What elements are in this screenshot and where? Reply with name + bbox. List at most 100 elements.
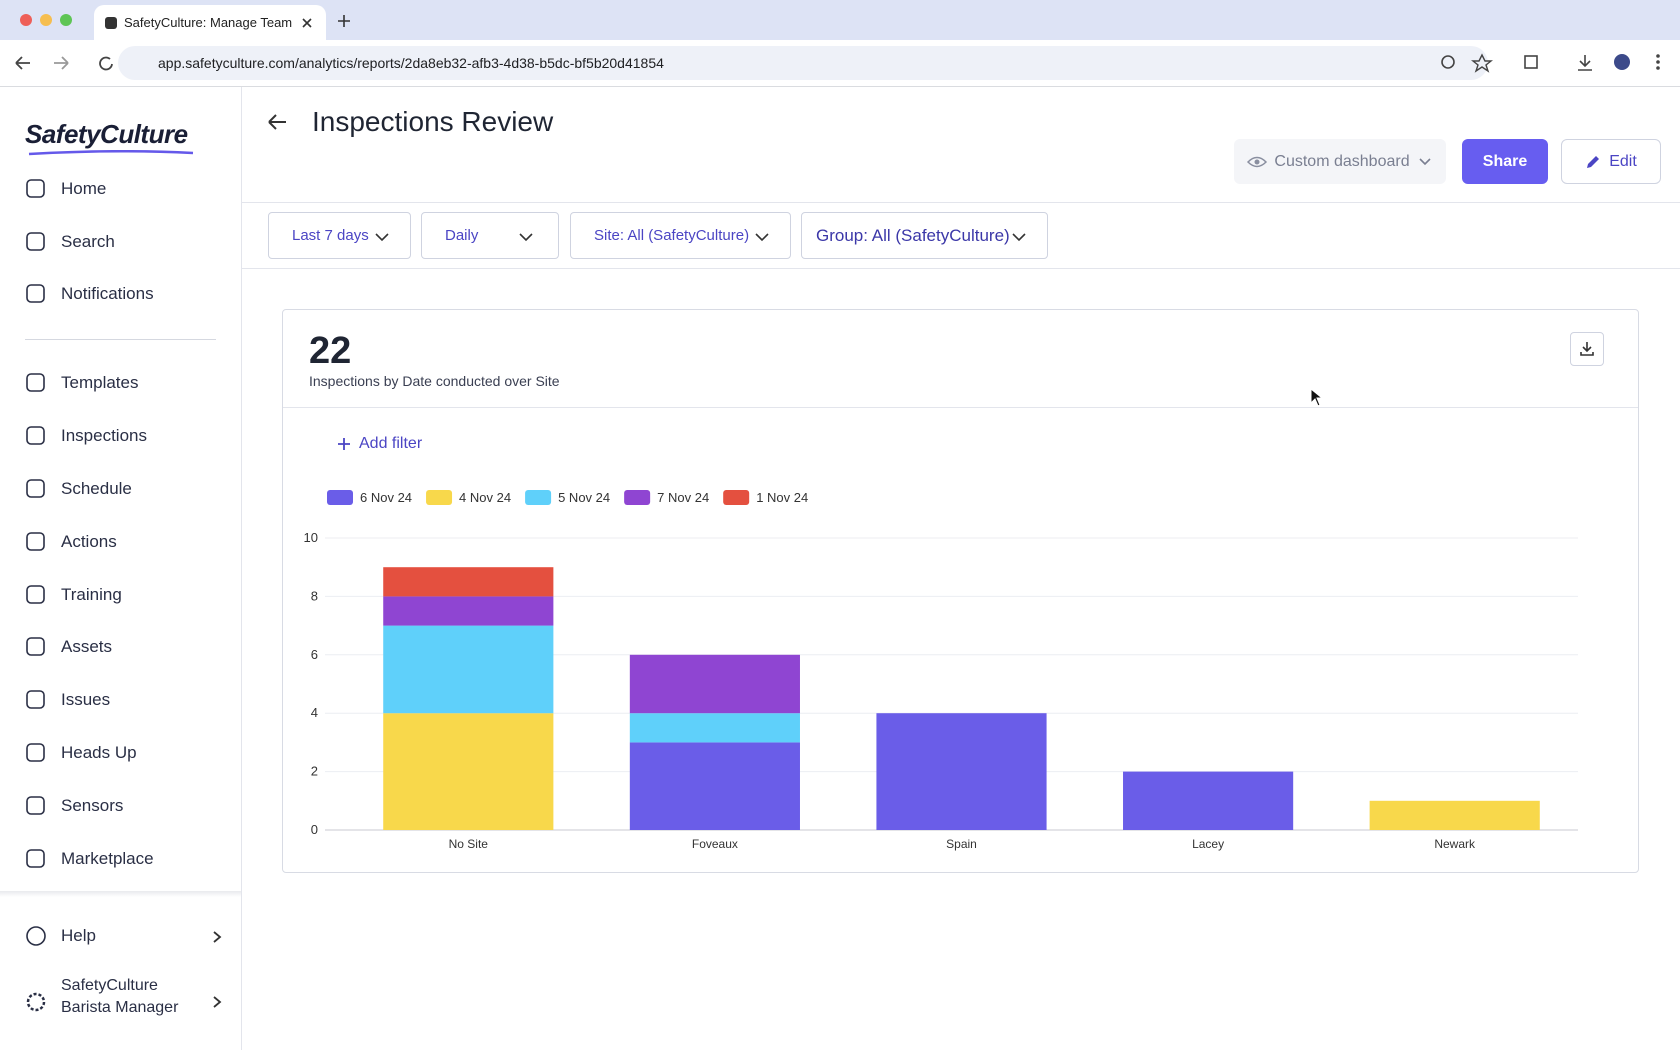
nav-item[interactable]: Inspections: [0, 420, 241, 452]
nav-icon: [26, 284, 45, 303]
logo-swoosh: [28, 150, 194, 156]
nav-label: Schedule: [61, 479, 132, 498]
bar-segment: [1369, 800, 1540, 830]
nav-icon: [26, 179, 45, 198]
settings-icon-shape: [26, 992, 46, 1012]
plus-icon: [338, 438, 350, 450]
nav-icon-shape: [26, 796, 45, 815]
nav-label: Training: [61, 585, 122, 604]
nav-divider: [0, 891, 241, 897]
bar-segment: [383, 625, 554, 714]
browser-tab-bar: SafetyCulture: Manage Teams: [0, 0, 1680, 40]
y-tick-label: 0: [311, 822, 318, 837]
url: app.safetyculture.com/analytics/reports/…: [158, 55, 664, 71]
nav-item[interactable]: Training: [0, 579, 241, 611]
nav-item[interactable]: Actions: [0, 526, 241, 558]
pencil-icon: [1587, 155, 1600, 168]
nav-icon: [26, 743, 45, 762]
nav-item[interactable]: Schedule: [0, 473, 241, 505]
nav-buttons[interactable]: [12, 53, 122, 73]
view-label: Custom dashboard: [1274, 152, 1410, 170]
x-tick-label: Newark: [1434, 837, 1476, 851]
browser-tab[interactable]: SafetyCulture: Manage Teams: [94, 5, 326, 40]
legend-label: 6 Nov 24: [360, 490, 412, 505]
nav-label: Templates: [61, 373, 139, 392]
help-item[interactable]: Help: [0, 920, 241, 952]
legend-swatch: [426, 490, 453, 505]
card-divider: [283, 407, 1638, 408]
legend-swatch: [723, 490, 750, 505]
x-tick-label: Lacey: [1192, 837, 1224, 851]
address-bar: app.safetyculture.com/analytics/reports/…: [0, 40, 1680, 87]
bar-segment: [629, 654, 800, 714]
legend-item[interactable]: 6 Nov 24: [327, 490, 412, 505]
chart-card: 22 Inspections by Date conducted over Si…: [282, 309, 1639, 873]
nav-item[interactable]: Heads Up: [0, 737, 241, 769]
add-filter[interactable]: Add filter: [337, 435, 422, 453]
nav-label: Search: [61, 232, 115, 251]
legend-item[interactable]: 4 Nov 24: [426, 490, 511, 505]
nav-icon-shape: [26, 479, 45, 498]
nav-icon: [26, 232, 45, 251]
filter-label: Group: All (SafetyCulture): [816, 225, 1010, 245]
nav-item[interactable]: Issues: [0, 684, 241, 716]
nav-icon-shape: [26, 426, 45, 445]
chevron-path: [519, 233, 533, 242]
chart: 0 2 4 6 8 10 6 Nov 24 4 Nov 24 5 Nov 24 7 Nov 24 1…: [304, 490, 1578, 851]
download-button[interactable]: [1570, 332, 1604, 366]
filter-dropdown[interactable]: Site: All (SafetyCulture): [570, 212, 791, 259]
filter-dropdown[interactable]: Last 7 days: [268, 212, 411, 259]
nav-item[interactable]: Marketplace: [0, 843, 241, 875]
help-icon-shape: [26, 926, 46, 946]
filter-dropdown[interactable]: Group: All (SafetyCulture): [801, 212, 1048, 259]
card-subtitle: Inspections by Date conducted over Site: [309, 373, 560, 389]
view-dropdown[interactable]: Custom dashboard: [1234, 139, 1446, 184]
legend-item[interactable]: 7 Nov 24: [624, 490, 709, 505]
nav-item[interactable]: Templates: [0, 367, 241, 399]
legend-label: 4 Nov 24: [459, 490, 511, 505]
share-button[interactable]: Share: [1462, 139, 1548, 184]
back-button[interactable]: [266, 112, 288, 132]
legend-swatch: [327, 490, 353, 505]
nav-item[interactable]: Search: [0, 226, 241, 258]
logo[interactable]: SafetyCulture: [25, 119, 188, 149]
help-label: Help: [61, 926, 96, 945]
chevron-path: [213, 931, 222, 943]
edit-label: Edit: [1609, 152, 1637, 170]
nav-icon-shape: [26, 849, 45, 868]
header-divider: [242, 202, 1680, 203]
account-label: Barista Manager: [61, 999, 179, 1016]
account-item[interactable]: SafetyCulture Barista Manager: [0, 977, 241, 1027]
legend-swatch: [624, 490, 651, 505]
legend-item[interactable]: 5 Nov 24: [525, 490, 610, 505]
filter-label: Last 7 days: [292, 227, 369, 244]
legend-swatch: [525, 490, 552, 505]
tab-title: SafetyCulture: Manage Teams: [124, 15, 292, 30]
edit-button[interactable]: Edit: [1561, 139, 1661, 184]
help-icon: [26, 926, 46, 946]
nav-icon: [26, 637, 45, 656]
filter-dropdown[interactable]: Daily: [421, 212, 559, 259]
chevron-path: [755, 233, 769, 242]
new-tab[interactable]: [336, 13, 352, 29]
legend-item[interactable]: 1 Nov 24: [723, 490, 808, 505]
nav-item[interactable]: Sensors: [0, 790, 241, 822]
eye-icon: [1247, 156, 1268, 167]
bar-segment: [383, 567, 554, 597]
nav-item[interactable]: Assets: [0, 631, 241, 663]
omnibox[interactable]: app.safetyculture.com/analytics/reports/…: [118, 46, 1488, 80]
bar-segment: [629, 742, 800, 830]
nav-item[interactable]: Home: [0, 173, 241, 205]
nav-label: Issues: [61, 690, 111, 709]
chevron: [755, 233, 769, 242]
tab-close[interactable]: [300, 16, 314, 30]
chevron-path: [375, 233, 389, 242]
mouse-cursor: [1310, 388, 1324, 407]
bar-segment: [383, 713, 554, 830]
nav-icon-shape: [26, 284, 45, 303]
nav-item[interactable]: Notifications: [0, 278, 241, 310]
browser-toolbar-icons[interactable]: [1440, 52, 1670, 74]
download-icon: [1580, 342, 1594, 356]
nav-icon-shape: [26, 743, 45, 762]
